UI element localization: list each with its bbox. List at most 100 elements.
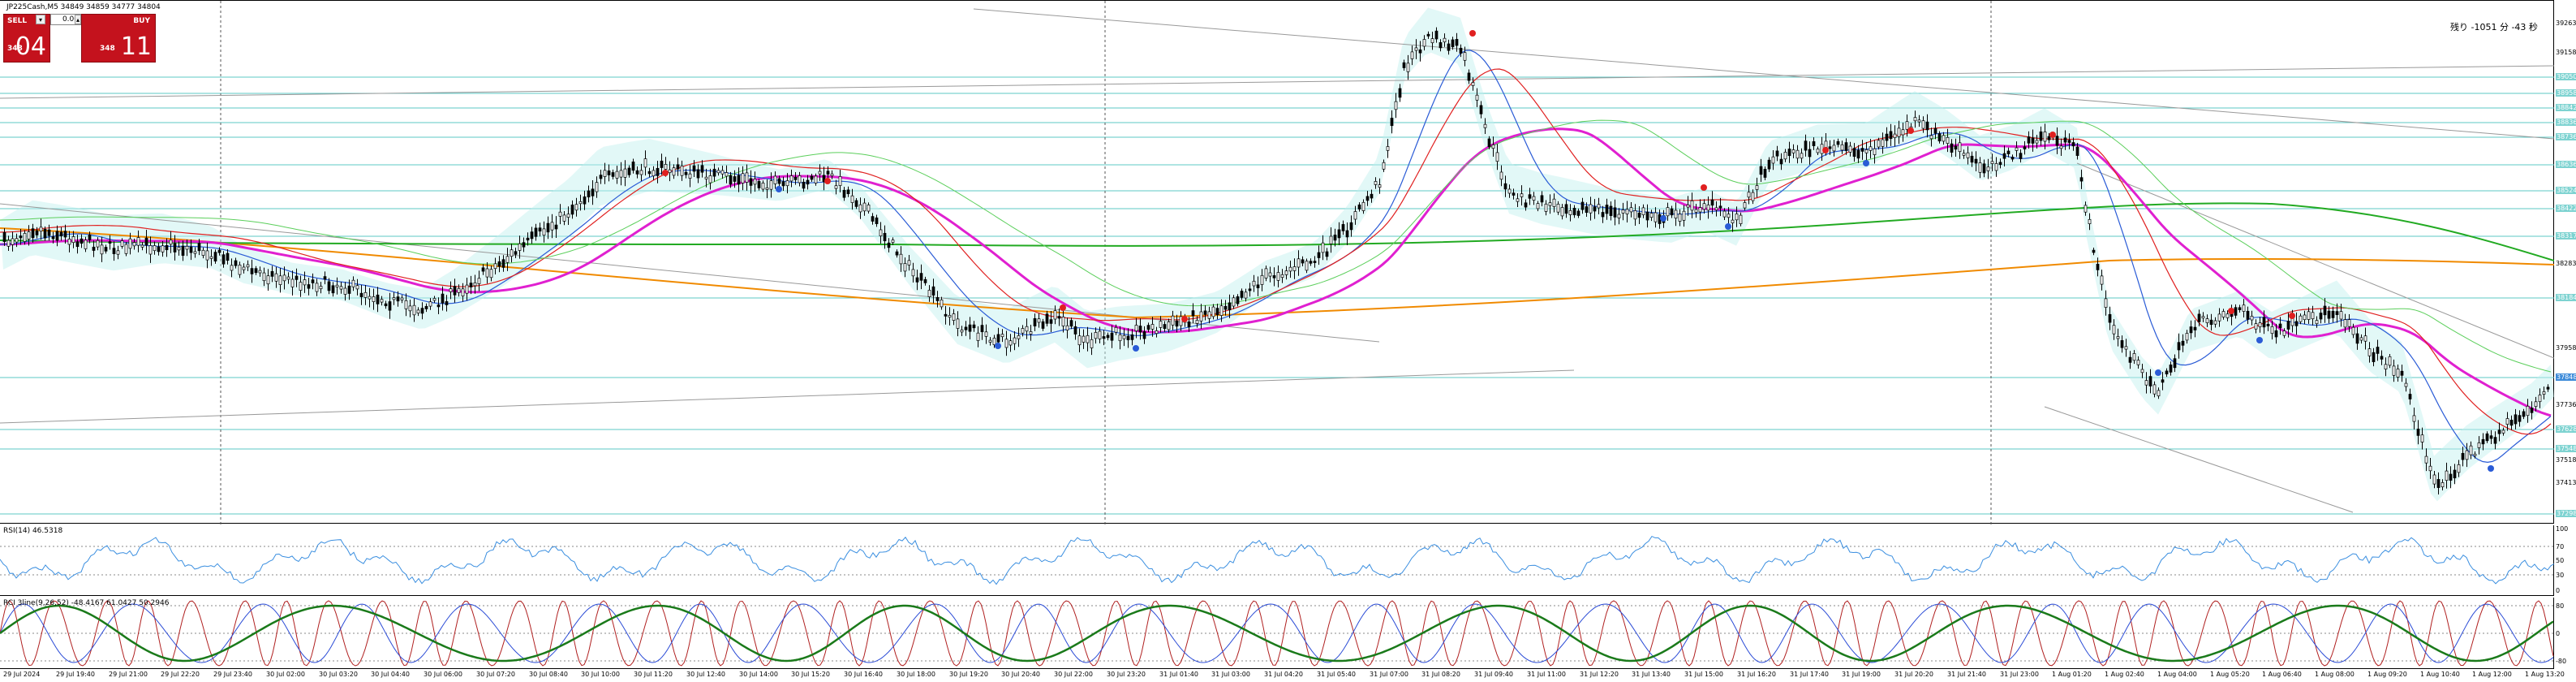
candle-body bbox=[1686, 204, 1690, 208]
candle-body bbox=[1418, 49, 1422, 54]
lot-increase-button[interactable]: ▴ bbox=[75, 15, 81, 24]
candle-body bbox=[282, 274, 286, 282]
lot-decrease-button[interactable]: ▾ bbox=[36, 15, 45, 24]
candle-body bbox=[587, 190, 591, 198]
price-chart[interactable] bbox=[0, 1, 2554, 524]
candle-body bbox=[1982, 163, 1986, 174]
candle-body bbox=[842, 189, 846, 198]
candle-body bbox=[968, 324, 972, 332]
candle-body bbox=[120, 240, 124, 247]
candle-body bbox=[1228, 302, 1232, 311]
candle-body bbox=[1333, 235, 1337, 241]
candle-body bbox=[1528, 194, 1532, 199]
candle-body bbox=[664, 164, 668, 170]
candle-body bbox=[1840, 144, 1844, 151]
candle-body bbox=[2136, 360, 2140, 365]
candle-body bbox=[246, 264, 250, 268]
candle-body bbox=[1426, 33, 1430, 37]
lot-size-field[interactable]: 0.00 bbox=[50, 14, 81, 25]
candle-body bbox=[583, 196, 587, 205]
rsi-indicator-pane[interactable]: RSI(14) 46.5318 bbox=[0, 525, 2554, 596]
candle-body bbox=[2404, 382, 2408, 387]
candle-body bbox=[1816, 149, 1820, 153]
candle-body bbox=[704, 176, 708, 179]
candle-body bbox=[2043, 132, 2047, 142]
candle-body bbox=[1475, 94, 1479, 101]
candle-body bbox=[217, 249, 221, 253]
candle-body bbox=[441, 293, 445, 304]
candle-body bbox=[31, 228, 35, 239]
candle-body bbox=[1869, 146, 1873, 151]
candle-body bbox=[1467, 72, 1471, 81]
candle-body bbox=[647, 170, 652, 175]
candle-body bbox=[830, 173, 834, 176]
main-chart-pane[interactable]: JP225Cash,M5 34849 34859 34777 34804 SEL… bbox=[0, 0, 2554, 524]
candle-body bbox=[368, 296, 372, 300]
candle-body bbox=[2246, 310, 2250, 320]
candle-body bbox=[445, 301, 449, 305]
time-axis-label: 30 Jul 22:00 bbox=[1054, 671, 1093, 678]
candle-body bbox=[1593, 206, 1597, 212]
candle-body bbox=[927, 290, 931, 297]
candle-body bbox=[2189, 326, 2193, 334]
candle-body bbox=[363, 291, 368, 298]
candle-body bbox=[1832, 145, 1836, 152]
candle-body bbox=[1013, 337, 1017, 344]
candle-body bbox=[1783, 152, 1787, 160]
time-axis[interactable]: 29 Jul 2024 29 Jul 19:40 29 Jul 21:00 29 Ju… bbox=[0, 669, 2565, 682]
candle-body bbox=[2108, 313, 2112, 323]
candle-body bbox=[2226, 313, 2230, 318]
price-axis-label: 38842 bbox=[2556, 104, 2576, 111]
candle-body bbox=[1073, 326, 1077, 335]
candle-body bbox=[335, 284, 339, 287]
price-axis[interactable]: 39263 39158 39050 38958 38842 38836 38736 38636… bbox=[2554, 0, 2576, 524]
candle-body bbox=[27, 231, 31, 240]
candle-body bbox=[923, 278, 927, 283]
time-axis-label: 1 Aug 05:20 bbox=[2210, 671, 2250, 678]
sell-button[interactable]: SELL 348 04 bbox=[3, 14, 50, 63]
candle-body bbox=[992, 338, 996, 345]
ma-red-line bbox=[0, 68, 2552, 435]
candle-body bbox=[1641, 207, 1645, 215]
candle-body bbox=[323, 276, 327, 280]
time-axis-label: 1 Aug 06:40 bbox=[2262, 671, 2302, 678]
candle-body bbox=[1613, 207, 1617, 218]
candle-body bbox=[2485, 433, 2489, 442]
rci-indicator-pane[interactable]: RCI 3line(9,26,52) -48.4167 61.0427 50.2… bbox=[0, 598, 2554, 669]
candle-body bbox=[1439, 42, 1443, 49]
candle-body bbox=[2262, 317, 2266, 328]
candle-body bbox=[1633, 210, 1637, 220]
candle-body bbox=[201, 249, 205, 256]
candle-body bbox=[23, 233, 27, 242]
candle-body bbox=[112, 248, 116, 254]
candle-body bbox=[1779, 158, 1783, 165]
sell-price-small: 348 bbox=[7, 45, 23, 53]
candle-body bbox=[1082, 335, 1086, 343]
candle-body bbox=[2234, 307, 2238, 316]
candle-body bbox=[1893, 133, 1897, 138]
candle-body bbox=[1735, 214, 1739, 221]
candle-body bbox=[895, 251, 899, 256]
time-axis-label: 30 Jul 04:40 bbox=[371, 671, 410, 678]
candle-body bbox=[2112, 325, 2116, 335]
candle-body bbox=[465, 284, 469, 294]
candle-body bbox=[530, 231, 534, 240]
candle-body bbox=[1463, 52, 1467, 61]
candle-body bbox=[891, 240, 895, 243]
candle-body bbox=[485, 268, 489, 278]
candle-body bbox=[262, 272, 266, 282]
candle-body bbox=[2213, 320, 2217, 325]
candle-body bbox=[1897, 127, 1901, 137]
candle-body bbox=[838, 176, 842, 186]
candle-body bbox=[1589, 204, 1593, 214]
time-axis-label: 29 Jul 22:20 bbox=[161, 671, 200, 678]
candle-body bbox=[2384, 364, 2388, 369]
candle-body bbox=[1974, 158, 1978, 164]
candle-body bbox=[355, 285, 359, 290]
candle-body bbox=[209, 256, 213, 259]
candle-body bbox=[1800, 153, 1804, 159]
candle-body bbox=[2169, 365, 2173, 373]
candle-body bbox=[1864, 149, 1869, 153]
buy-button[interactable]: BUY 348 11 bbox=[81, 14, 156, 63]
candle-body bbox=[108, 241, 112, 244]
